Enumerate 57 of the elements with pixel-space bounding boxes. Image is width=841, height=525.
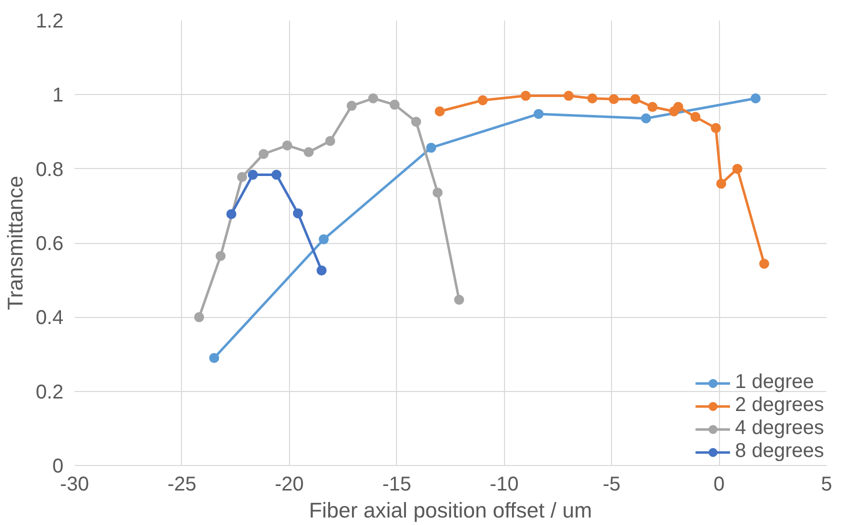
point — [282, 140, 292, 150]
point — [411, 116, 422, 127]
point — [346, 100, 357, 111]
point — [368, 93, 378, 104]
y-tick-label: 0.8 — [36, 158, 64, 181]
point — [520, 90, 531, 101]
point — [325, 136, 336, 146]
point — [237, 172, 248, 182]
point — [292, 208, 303, 218]
point — [673, 102, 684, 112]
legend-label: 8 degrees — [735, 440, 824, 463]
legend-label: 2 degrees — [735, 394, 824, 417]
legend-label: 4 degrees — [735, 417, 824, 440]
point — [478, 95, 488, 106]
point — [226, 209, 236, 220]
point — [608, 94, 619, 104]
point — [216, 250, 226, 261]
y-tick-label: 1 — [52, 84, 64, 107]
point — [710, 123, 721, 134]
y-axis-title: Transmittance — [4, 176, 28, 310]
point — [316, 265, 327, 276]
y-tick-label: 1.2 — [36, 10, 64, 32]
point — [732, 164, 742, 174]
point — [750, 93, 761, 104]
point — [641, 113, 652, 124]
point — [432, 188, 443, 198]
point — [534, 108, 544, 119]
point — [258, 149, 269, 159]
point — [209, 352, 220, 363]
x-axis-title: Fiber axial position offset / um — [309, 498, 592, 522]
x-tick-label: 5 — [820, 474, 832, 496]
x-tick-label: -25 — [167, 474, 196, 496]
point — [564, 90, 574, 101]
x-tick-label: -5 — [602, 474, 621, 496]
point — [454, 294, 464, 305]
point — [390, 100, 400, 110]
y-tick-label: 0.2 — [36, 381, 64, 404]
point — [647, 102, 658, 112]
point — [318, 234, 329, 244]
x-tick-label: -20 — [274, 474, 304, 496]
point — [426, 142, 436, 153]
point — [759, 258, 770, 269]
point — [690, 112, 700, 122]
y-tick-label: 0.4 — [36, 307, 64, 330]
point — [716, 178, 726, 189]
point — [304, 147, 314, 158]
point — [248, 170, 258, 180]
point — [194, 312, 204, 322]
x-tick-label: 0 — [714, 474, 725, 496]
x-tick-label: -10 — [490, 474, 519, 496]
point — [434, 106, 445, 116]
x-tick-label: -15 — [382, 474, 412, 496]
point — [587, 93, 598, 104]
point — [271, 170, 282, 180]
point — [630, 94, 640, 104]
y-tick-label: 0.6 — [36, 233, 64, 255]
legend-label: 1 degree — [735, 371, 814, 394]
